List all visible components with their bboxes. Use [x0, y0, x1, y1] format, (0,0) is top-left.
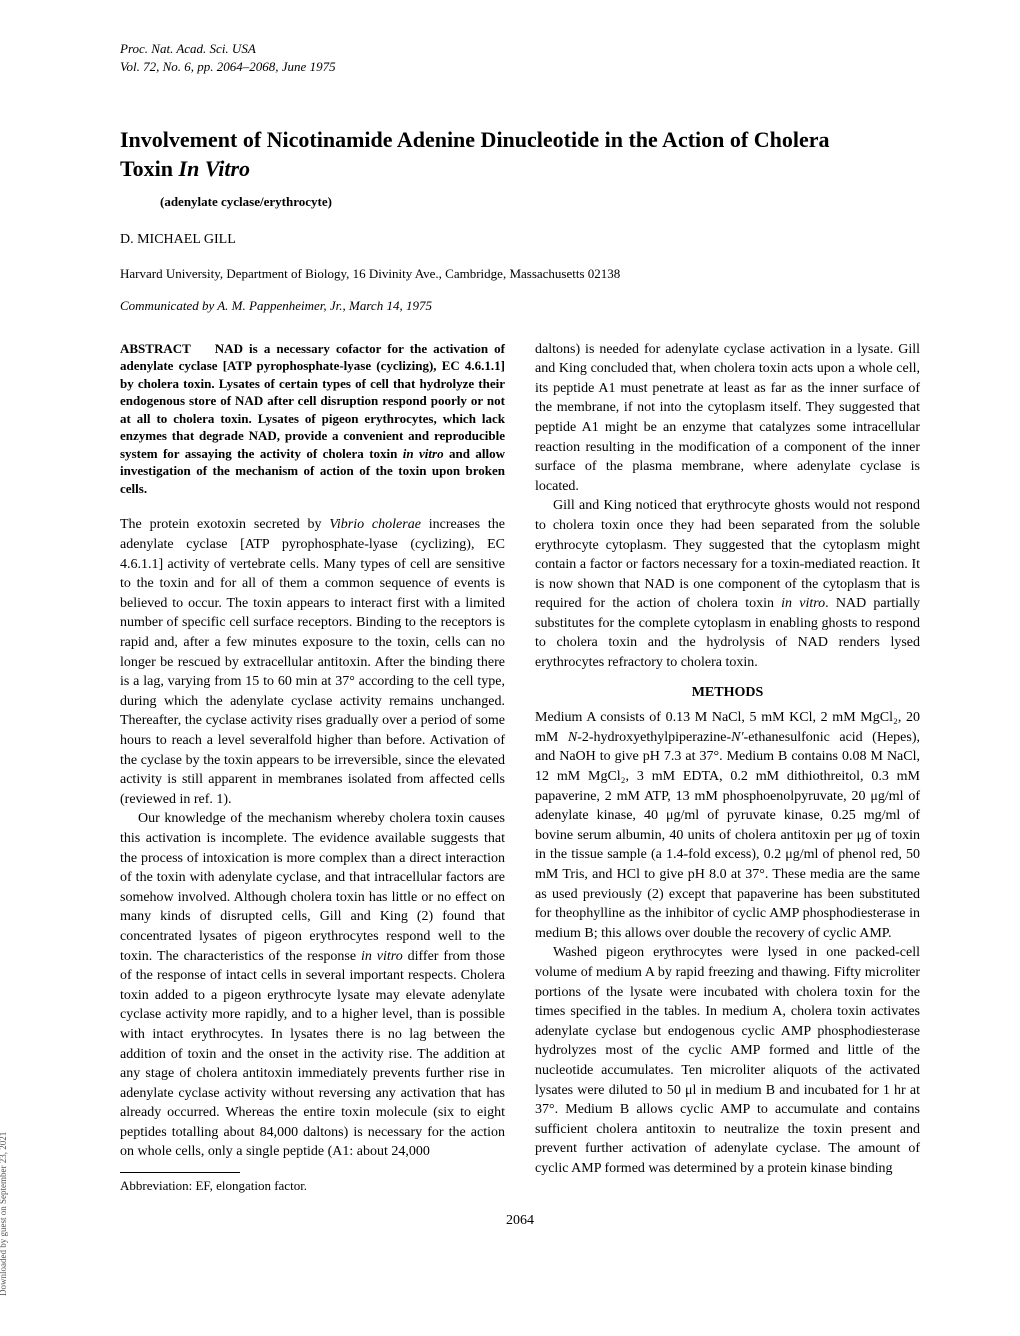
- journal-name: Proc. Nat. Acad. Sci. USA: [120, 40, 920, 58]
- abstract-block: ABSTRACTNAD is a necessary cofactor for …: [120, 340, 505, 498]
- subtitle-keywords: (adenylate cyclase/erythrocyte): [160, 194, 920, 210]
- rp3b: -2-hydroxyethylpiperazine-: [577, 730, 731, 745]
- journal-header: Proc. Nat. Acad. Sci. USA Vol. 72, No. 6…: [120, 40, 920, 76]
- article-title: Involvement of Nicotinamide Adenine Dinu…: [120, 126, 920, 183]
- right-column: daltons) is needed for adenylate cyclase…: [535, 340, 920, 1196]
- left-column: ABSTRACTNAD is a necessary cofactor for …: [120, 340, 505, 1196]
- download-notice: Downloaded by guest on September 23, 202…: [0, 1132, 8, 1296]
- intro-paragraph-1: The protein exotoxin secreted by Vibrio …: [120, 515, 505, 809]
- intro-paragraph-2: Our knowledge of the mechanism whereby c…: [120, 809, 505, 1162]
- rp2a: Gill and King noticed that erythrocyte g…: [535, 498, 920, 611]
- title-line2a: Toxin: [120, 156, 179, 181]
- rp3-it1: N: [568, 730, 577, 745]
- p2-italic: in vitro: [361, 949, 403, 964]
- two-column-layout: ABSTRACTNAD is a necessary cofactor for …: [120, 340, 920, 1196]
- p1a: The protein exotoxin secreted by: [120, 517, 329, 532]
- volume-info: Vol. 72, No. 6, pp. 2064–2068, June 1975: [120, 58, 920, 76]
- rp3-it2: N′: [731, 730, 743, 745]
- author-name: D. MICHAEL GILL: [120, 232, 920, 248]
- rp2-italic: in vitro: [781, 596, 825, 611]
- abstract-label: ABSTRACT: [120, 341, 191, 356]
- p1b: increases the adenylate cyclase [ATP pyr…: [120, 517, 505, 806]
- rp3c: -ethanesulfonic acid (Hepes), and NaOH t…: [535, 730, 920, 941]
- abstract-italic: in vitro: [403, 446, 444, 461]
- p2a: Our knowledge of the mechanism whereby c…: [120, 811, 505, 963]
- p1-italic: Vibrio cholerae: [329, 517, 421, 532]
- abstract-text1: NAD is a necessary cofactor for the acti…: [120, 341, 505, 461]
- author-affiliation: Harvard University, Department of Biolog…: [120, 266, 920, 282]
- title-line2-italic: In Vitro: [179, 156, 251, 181]
- methods-heading: METHODS: [535, 683, 920, 703]
- communicated-by: Communicated by A. M. Pappenheimer, Jr.,…: [120, 298, 920, 314]
- page-number: 2064: [120, 1213, 920, 1229]
- right-paragraph-2: Gill and King noticed that erythrocyte g…: [535, 496, 920, 672]
- abbreviation-footnote: Abbreviation: EF, elongation factor.: [120, 1177, 505, 1195]
- methods-paragraph-1: Medium A consists of 0.13 M NaCl, 5 mM K…: [535, 708, 920, 943]
- methods-paragraph-2: Washed pigeon erythrocytes were lysed in…: [535, 943, 920, 1178]
- right-paragraph-1: daltons) is needed for adenylate cyclase…: [535, 340, 920, 497]
- p2b: differ from those of the response of int…: [120, 949, 505, 1160]
- footnote-rule: [120, 1172, 240, 1173]
- title-line1: Involvement of Nicotinamide Adenine Dinu…: [120, 127, 829, 152]
